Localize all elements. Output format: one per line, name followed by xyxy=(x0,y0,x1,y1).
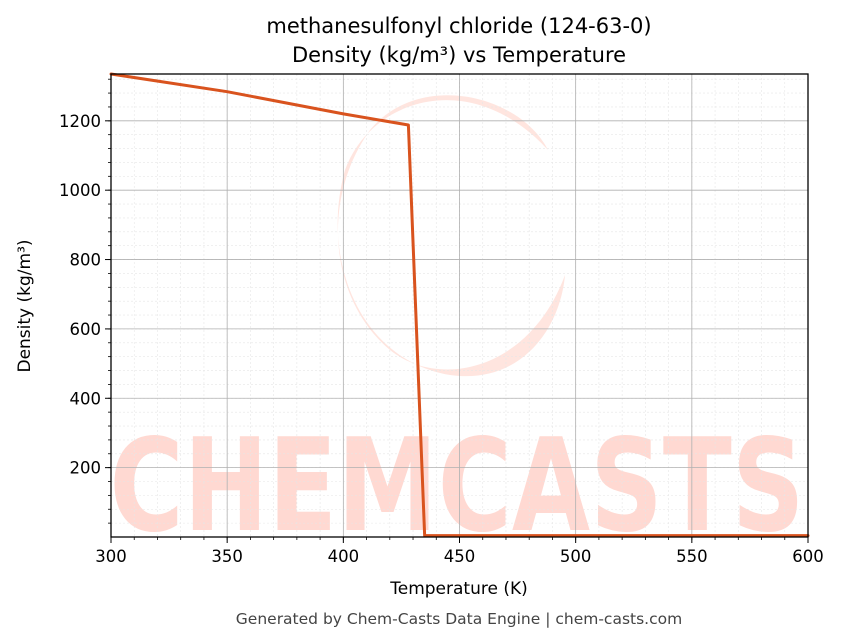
x-tick-label: 550 xyxy=(676,547,708,566)
y-tick-label: 400 xyxy=(70,389,102,408)
y-axis: 200 400 600 800 1000 1200 xyxy=(59,78,111,524)
y-tick-label: 800 xyxy=(70,251,102,270)
y-tick-label: 1000 xyxy=(59,181,101,200)
series-layer xyxy=(109,72,810,538)
y-axis-label: Density (kg/m³) xyxy=(15,239,35,372)
x-tick-label: 500 xyxy=(560,547,592,566)
x-axis: 300 350 400 450 500 550 600 xyxy=(95,537,824,566)
chart-subtitle: Density (kg/m³) vs Temperature xyxy=(292,43,626,67)
x-tick-label: 400 xyxy=(328,547,360,566)
x-axis-label: Temperature (K) xyxy=(389,579,528,599)
x-tick-label: 350 xyxy=(211,547,243,566)
footer-credit: Generated by Chem-Casts Data Engine | ch… xyxy=(236,610,682,628)
y-tick-label: 600 xyxy=(70,320,102,339)
watermark-text: CHEMCASTS xyxy=(110,412,805,561)
x-tick-label: 450 xyxy=(444,547,476,566)
x-tick-label: 600 xyxy=(792,547,824,566)
watermark-swirl xyxy=(337,95,565,377)
major-grid xyxy=(110,74,809,537)
y-tick-label: 200 xyxy=(70,459,102,478)
y-tick-label: 1200 xyxy=(59,112,101,131)
series-line xyxy=(109,72,810,538)
chart-title: methanesulfonyl chloride (124-63-0) xyxy=(266,14,651,38)
watermark: CHEMCASTS xyxy=(110,95,805,561)
x-tick-label: 300 xyxy=(95,547,127,566)
